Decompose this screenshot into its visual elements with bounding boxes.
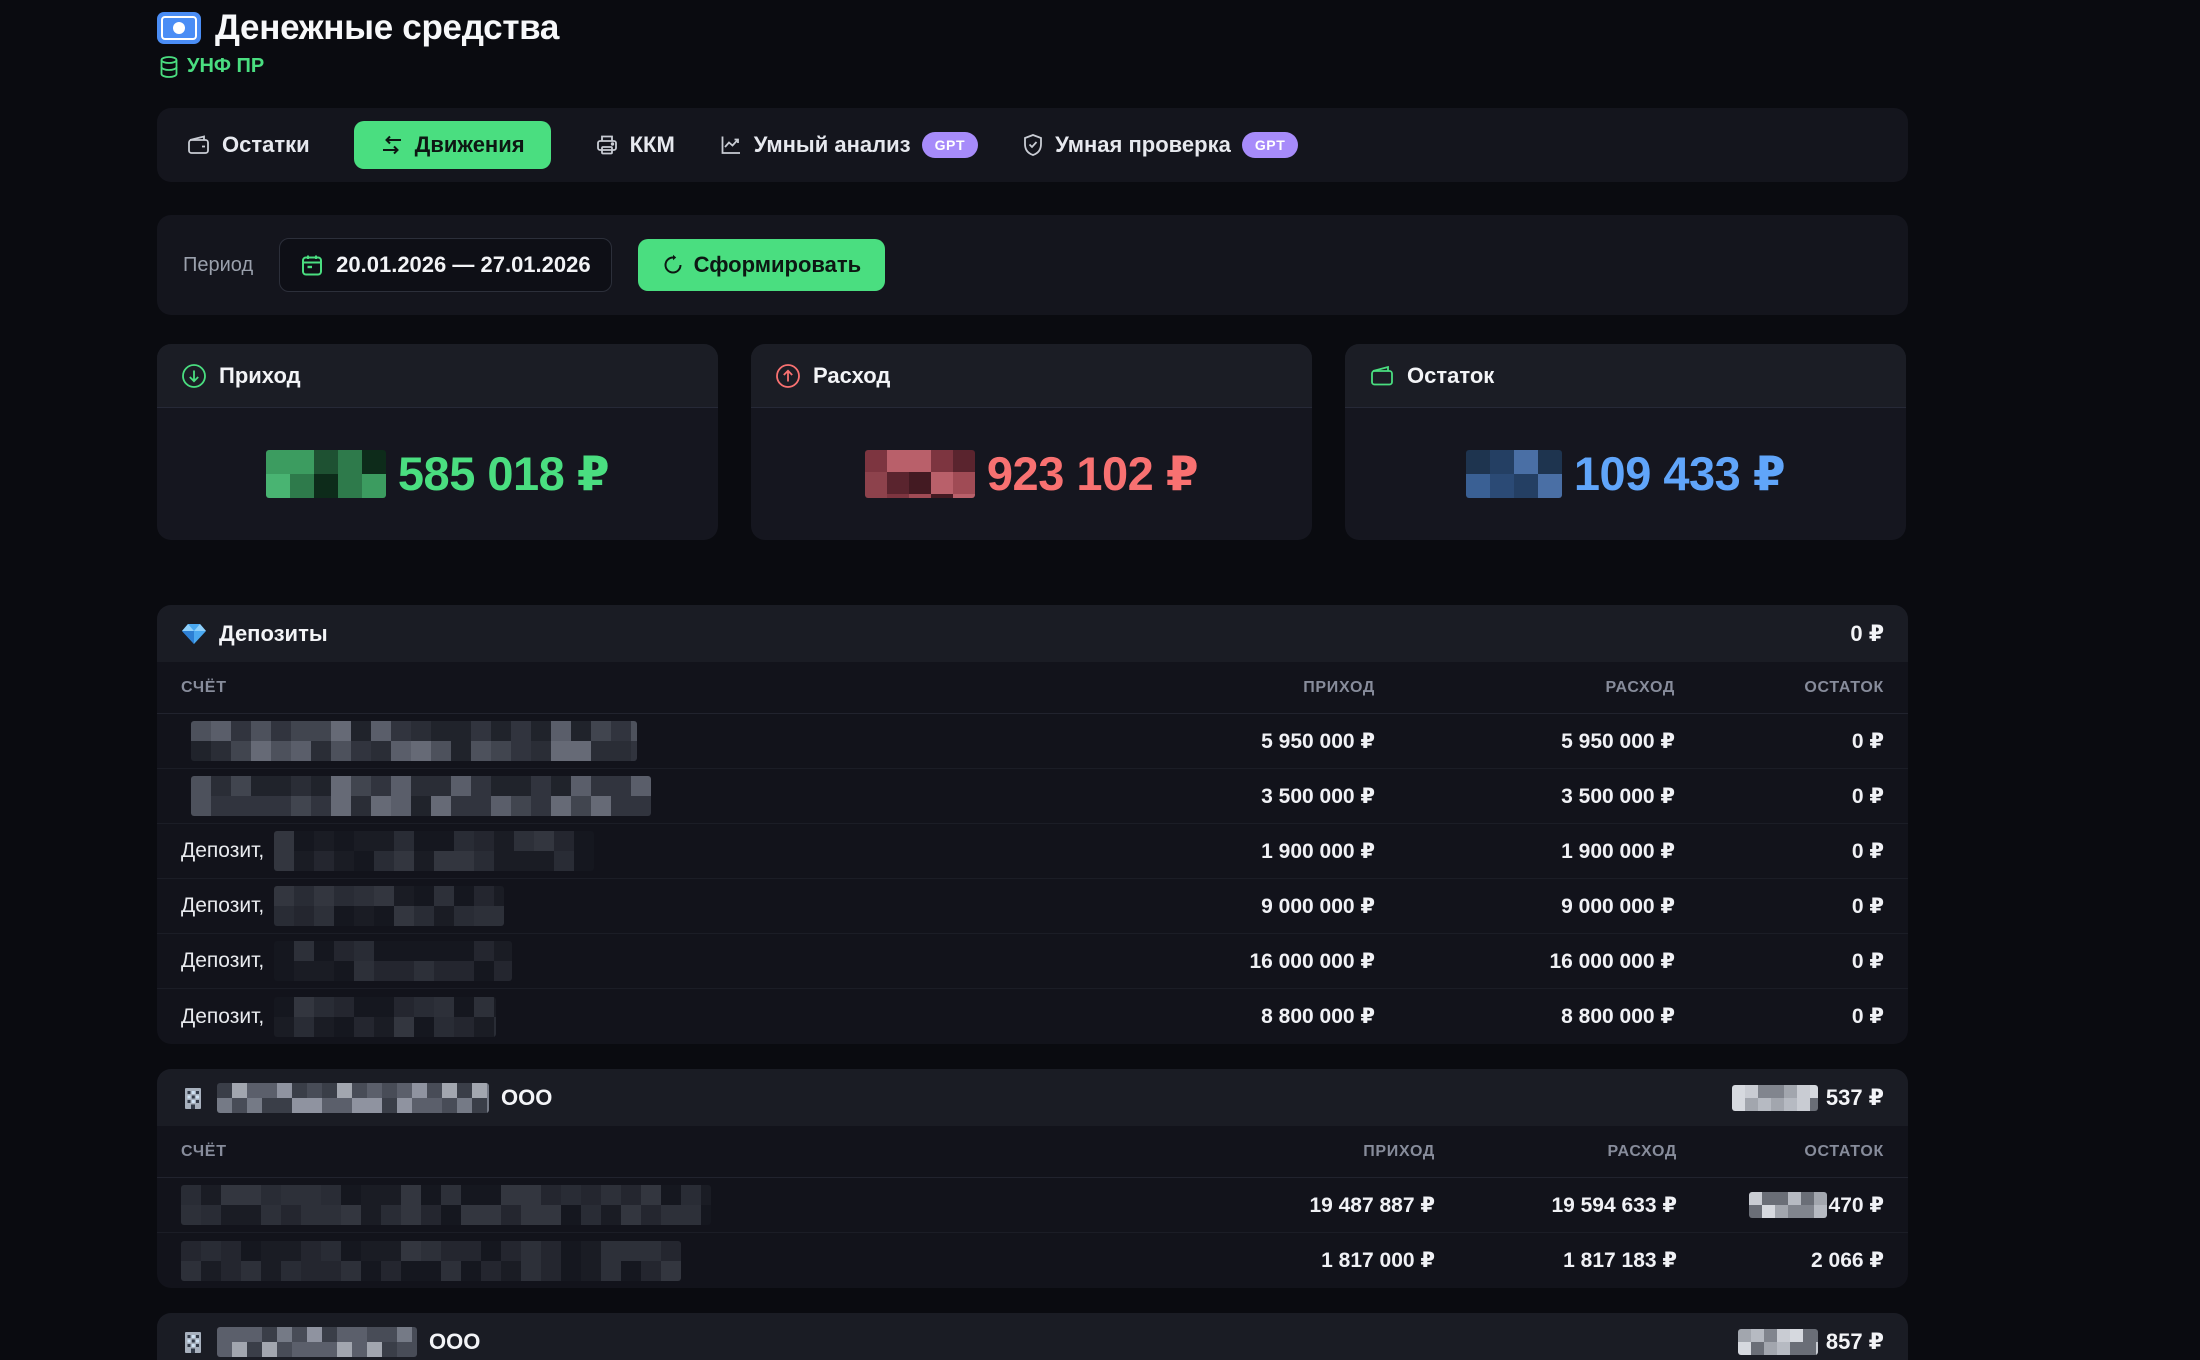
shield-check-icon bbox=[1024, 134, 1043, 156]
redacted-account-name bbox=[191, 776, 651, 816]
tab-smart-analysis[interactable]: Умный анализ GPT bbox=[719, 132, 979, 158]
gpt-badge: GPT bbox=[1241, 132, 1299, 158]
database-name: УНФ ПР bbox=[187, 55, 265, 77]
table-row: 5 950 000 ₽ 5 950 000 ₽ 0 ₽ bbox=[157, 714, 1908, 769]
transfer-arrows-icon bbox=[382, 135, 401, 155]
redacted-company-name bbox=[217, 1326, 417, 1357]
redacted-account-name bbox=[181, 1185, 711, 1225]
tab-kkm-label: ККМ bbox=[629, 132, 675, 157]
redacted-total-digits bbox=[1731, 1084, 1818, 1111]
deposits-section-header: Депозиты 0 ₽ bbox=[157, 605, 1908, 662]
tab-kkm[interactable]: ККМ bbox=[595, 132, 675, 158]
company-section: ООО 857 ₽ СЧЁТ ПРИХОД РАСХОД ОСТАТОК bbox=[157, 1313, 1908, 1360]
table-row: 19 487 887 ₽ 19 594 633 ₽ 470 ₽ bbox=[157, 1178, 1908, 1233]
period-panel: Период 20.01.2026 — 27.01.2026 Сформиров… bbox=[157, 215, 1908, 315]
deposits-section: Депозиты 0 ₽ СЧЁТ ПРИХОД РАСХОД ОСТАТОК … bbox=[157, 605, 1908, 1044]
line-chart-icon bbox=[721, 136, 740, 154]
redacted-account-name bbox=[274, 941, 513, 981]
company-section: ООО 537 ₽ СЧЁТ ПРИХОД РАСХОД ОСТАТОК 19 … bbox=[157, 1069, 1908, 1288]
summary-cards: Приход 585 018 ₽ Расход 923 102 ₽ bbox=[157, 344, 1908, 540]
banknote-icon bbox=[157, 12, 201, 44]
redacted-account-name bbox=[274, 996, 497, 1037]
office-building-icon bbox=[185, 1087, 201, 1109]
calendar-icon bbox=[302, 255, 323, 276]
table-row: 3 500 000 ₽ 3 500 000 ₽ 0 ₽ bbox=[157, 769, 1908, 824]
redacted-account-name bbox=[181, 1240, 681, 1281]
page-header: Денежные средства bbox=[157, 8, 1908, 48]
redacted-expense-digits bbox=[864, 450, 975, 498]
redacted-balance-digits bbox=[1465, 450, 1562, 498]
date-range-field[interactable]: 20.01.2026 — 27.01.2026 bbox=[279, 238, 612, 292]
balance-value: 109 433 ₽ bbox=[1573, 447, 1786, 500]
company-total: 857 ₽ bbox=[1825, 1328, 1884, 1354]
arrow-down-circle-icon bbox=[182, 363, 206, 388]
balance-card: Остаток 109 433 ₽ bbox=[1345, 344, 1906, 540]
diamond-icon bbox=[182, 623, 206, 644]
expense-value: 923 102 ₽ bbox=[986, 447, 1199, 500]
gpt-badge: GPT bbox=[921, 132, 979, 158]
balance-card-label: Остаток bbox=[1407, 362, 1495, 388]
table-row: 1 817 000 ₽ 1 817 183 ₽ 2 066 ₽ bbox=[157, 1233, 1908, 1288]
tab-movements[interactable]: Движения bbox=[353, 121, 551, 169]
table-row: Депозит, 1 900 000 ₽ 1 900 000 ₽ 0 ₽ bbox=[157, 824, 1908, 879]
generate-report-label: Сформировать bbox=[693, 252, 862, 277]
tab-balances-label: Остатки bbox=[222, 132, 310, 157]
table-row: Депозит, 16 000 000 ₽ 16 000 000 ₽ 0 ₽ bbox=[157, 934, 1908, 989]
table-row: Депозит, 9 000 000 ₽ 9 000 000 ₽ 0 ₽ bbox=[157, 879, 1908, 934]
tab-smart-check-label: Умная проверка bbox=[1055, 132, 1231, 157]
date-range-value: 20.01.2026 — 27.01.2026 bbox=[336, 252, 591, 277]
income-card: Приход 585 018 ₽ bbox=[157, 344, 718, 540]
tab-balances[interactable]: Остатки bbox=[187, 132, 310, 158]
deposits-column-headers: СЧЁТ ПРИХОД РАСХОД ОСТАТОК bbox=[157, 662, 1908, 714]
company-column-headers: СЧЁТ ПРИХОД РАСХОД ОСТАТОК bbox=[157, 1126, 1908, 1178]
company-section-header: ООО 537 ₽ bbox=[157, 1069, 1908, 1126]
office-building-icon bbox=[185, 1331, 201, 1353]
redacted-total-digits bbox=[1737, 1328, 1818, 1355]
generate-report-button[interactable]: Сформировать bbox=[637, 239, 886, 291]
deposits-total: 0 ₽ bbox=[1850, 620, 1884, 646]
arrow-up-circle-icon bbox=[776, 363, 800, 388]
company-suffix: ООО bbox=[429, 1328, 481, 1354]
tab-bar: Остатки Движения ККМ Умный ан bbox=[157, 108, 1908, 182]
income-value: 585 018 ₽ bbox=[397, 447, 610, 500]
redacted-account-name bbox=[274, 831, 595, 871]
redacted-account-name bbox=[191, 721, 637, 761]
database-icon bbox=[159, 55, 179, 78]
tab-smart-analysis-label: Умный анализ bbox=[753, 132, 911, 157]
redacted-account-name bbox=[274, 886, 505, 926]
company-suffix: ООО bbox=[501, 1084, 553, 1110]
expense-card-label: Расход bbox=[813, 362, 891, 388]
wallet-icon bbox=[1371, 365, 1393, 385]
wallet-icon bbox=[188, 135, 209, 154]
redacted-income-digits bbox=[265, 450, 386, 498]
company-total: 537 ₽ bbox=[1825, 1084, 1884, 1110]
page-title: Денежные средства bbox=[215, 8, 560, 47]
database-subtitle: УНФ ПР bbox=[159, 55, 1908, 78]
expense-card: Расход 923 102 ₽ bbox=[751, 344, 1312, 540]
period-label: Период bbox=[183, 253, 254, 276]
deposits-title: Депозиты bbox=[219, 620, 328, 646]
table-row: Депозит, 8 800 000 ₽ 8 800 000 ₽ 0 ₽ bbox=[157, 989, 1908, 1044]
redacted-balance-digits bbox=[1748, 1192, 1827, 1218]
tab-smart-check[interactable]: Умная проверка GPT bbox=[1022, 132, 1299, 158]
company-section-header: ООО 857 ₽ bbox=[157, 1313, 1908, 1360]
tab-movements-label: Движения bbox=[414, 132, 525, 157]
redacted-company-name bbox=[217, 1082, 489, 1113]
refresh-icon bbox=[664, 254, 682, 274]
income-card-label: Приход bbox=[219, 362, 301, 388]
printer-icon bbox=[596, 135, 617, 155]
